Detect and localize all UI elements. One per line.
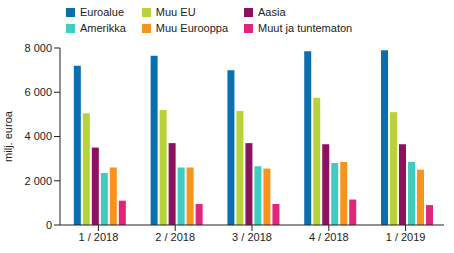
svg-text:6 000: 6 000 xyxy=(24,86,52,98)
svg-text:milj. euroa: milj. euroa xyxy=(8,110,14,162)
svg-text:0: 0 xyxy=(46,219,52,231)
svg-text:4 / 2018: 4 / 2018 xyxy=(309,231,349,243)
svg-text:1 / 2019: 1 / 2019 xyxy=(386,231,426,243)
html-text:Muut ja tuntematon: Muut ja tuntematon xyxy=(258,22,353,34)
svg-text:3 / 2018: 3 / 2018 xyxy=(232,231,272,243)
html-text:Aasia: Aasia xyxy=(258,6,286,18)
html-text:Muu Eurooppa: Muu Eurooppa xyxy=(155,22,228,34)
html-text:Euroalue: Euroalue xyxy=(80,6,124,18)
svg-text:1 / 2018: 1 / 2018 xyxy=(79,231,119,243)
svg-text:2 000: 2 000 xyxy=(24,175,52,187)
svg-text:2 / 2018: 2 / 2018 xyxy=(155,231,195,243)
html-text:Amerikka: Amerikka xyxy=(80,22,126,34)
svg-text:4 000: 4 000 xyxy=(24,130,52,142)
svg-text:8 000: 8 000 xyxy=(24,42,52,54)
html-text:Muu EU: Muu EU xyxy=(155,6,196,18)
